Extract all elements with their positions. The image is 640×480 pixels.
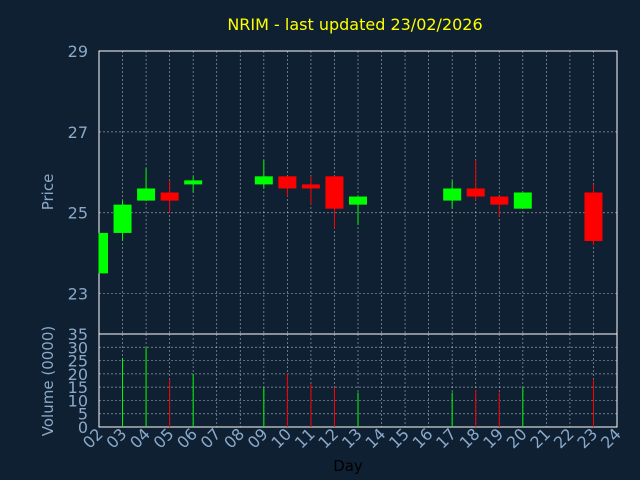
x-tick-label: 24 (597, 424, 625, 452)
x-axis-label: Day (333, 457, 363, 475)
candle-body (254, 176, 273, 185)
chart-title: NRIM - last updated 23/02/2026 (227, 15, 482, 34)
price-axis-label: Price (39, 174, 57, 211)
volume-tick-label: 15 (68, 378, 88, 397)
candle-body (349, 196, 367, 205)
candle-body (584, 192, 603, 242)
volume-tick-label: 5 (78, 405, 88, 424)
candle-body (325, 176, 344, 209)
price-tick-label: 27 (68, 123, 88, 142)
price-tick-label: 25 (68, 204, 88, 223)
volume-tick-label: 35 (68, 325, 88, 344)
price-tick-label: 29 (68, 42, 88, 61)
price-tick-label: 23 (68, 285, 88, 304)
candle-body (160, 192, 179, 201)
volume-tick-label: 30 (68, 338, 88, 357)
price-panel: 23 25 27 29 (68, 42, 618, 335)
candle-body (466, 188, 485, 197)
volume-tick-label: 20 (68, 365, 88, 384)
candle-body (490, 196, 509, 205)
candle-body (278, 176, 297, 189)
candle-body (137, 188, 156, 201)
volume-axis-label: Volume (0000) (39, 326, 57, 436)
candle-body (184, 180, 203, 185)
candle-body (113, 204, 132, 233)
candle-body (99, 232, 108, 274)
candle-body (513, 192, 532, 209)
volume-tick-label: 10 (68, 391, 88, 410)
x-axis-ticks: 0203040506070809101112131415161718192021… (79, 424, 625, 452)
volume-tick-label: 25 (68, 352, 88, 371)
candle-body (301, 184, 320, 189)
candle-body (443, 188, 462, 201)
volume-tick-label: 0 (78, 418, 88, 437)
